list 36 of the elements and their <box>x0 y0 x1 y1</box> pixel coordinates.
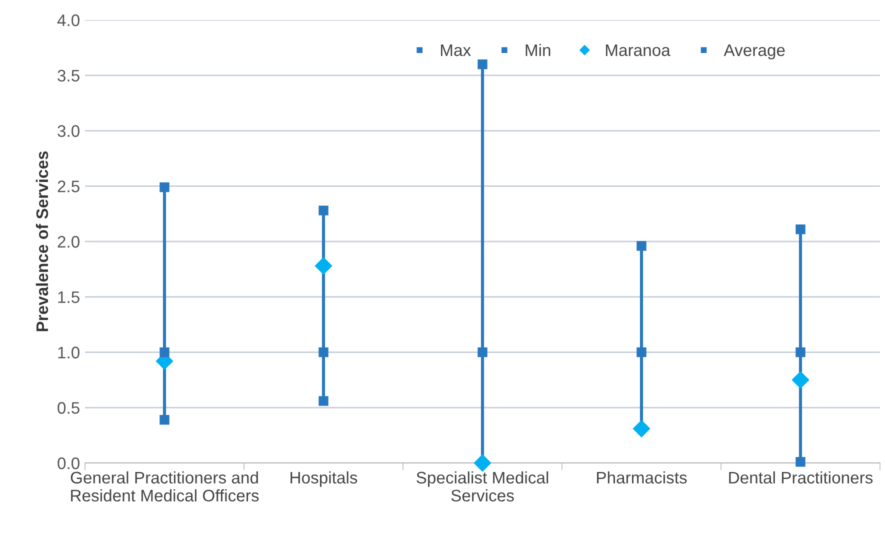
point <box>318 206 328 216</box>
point <box>632 420 650 438</box>
point <box>796 347 806 358</box>
y-tick-label: 2.5 <box>58 180 80 192</box>
point <box>796 224 806 234</box>
y-tick-label: 0.0 <box>58 457 80 470</box>
y-axis-title: Prevalence of Services <box>36 151 48 332</box>
point <box>160 414 170 425</box>
point <box>318 347 328 358</box>
y-tick-label: 3.0 <box>58 125 80 137</box>
x-tick-label: Hospitals <box>290 471 358 487</box>
legend-label: Max <box>440 44 471 56</box>
point <box>160 347 170 358</box>
y-tick-label: 3.5 <box>58 70 80 82</box>
point <box>314 257 332 275</box>
legend-label: Maranoa <box>606 44 670 56</box>
y-tick-label: 2.0 <box>58 236 80 248</box>
y-tick-label: 1.5 <box>58 291 80 304</box>
point <box>478 59 488 70</box>
point <box>796 457 806 467</box>
point <box>160 182 170 192</box>
x-tick-label: General Practitioners and Resident Medical Officers <box>70 471 259 502</box>
point <box>478 347 488 358</box>
point <box>792 371 810 389</box>
point <box>636 347 646 358</box>
legend-label: Average <box>724 44 785 60</box>
y-tick-label: 0.5 <box>58 402 80 414</box>
y-tick-label: 4.0 <box>57 14 80 26</box>
point <box>636 241 646 251</box>
x-tick-label: Dental Practitioners <box>729 471 873 484</box>
x-tick-label: Pharmacists <box>597 471 687 484</box>
y-tick-label: 1.0 <box>58 346 80 358</box>
point <box>318 396 328 406</box>
legend-label: Min <box>526 44 550 56</box>
point <box>474 454 492 472</box>
x-tick-label: Specialist Medical Services <box>416 471 548 502</box>
